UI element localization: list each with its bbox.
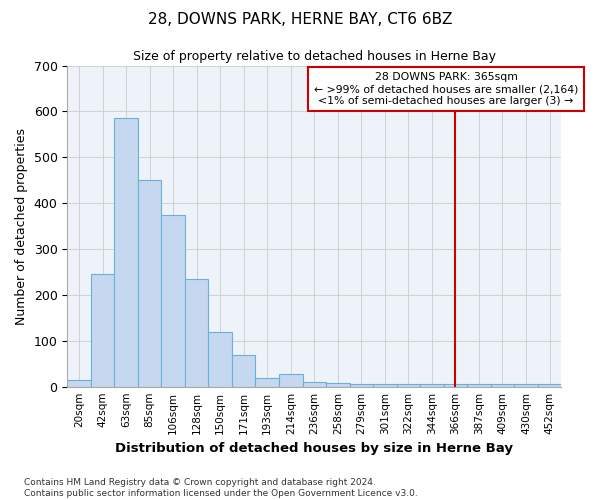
Bar xyxy=(443,384,467,386)
Bar xyxy=(115,118,138,386)
Title: Size of property relative to detached houses in Herne Bay: Size of property relative to detached ho… xyxy=(133,50,496,63)
Bar xyxy=(138,180,161,386)
Bar xyxy=(420,384,443,386)
Bar xyxy=(185,279,208,386)
Bar xyxy=(256,378,279,386)
Bar xyxy=(232,356,256,386)
Bar xyxy=(373,384,397,386)
Y-axis label: Number of detached properties: Number of detached properties xyxy=(15,128,28,324)
Bar xyxy=(491,384,514,386)
Text: 28, DOWNS PARK, HERNE BAY, CT6 6BZ: 28, DOWNS PARK, HERNE BAY, CT6 6BZ xyxy=(148,12,452,28)
Text: 28 DOWNS PARK: 365sqm
← >99% of detached houses are smaller (2,164)
<1% of semi-: 28 DOWNS PARK: 365sqm ← >99% of detached… xyxy=(314,72,578,106)
Bar xyxy=(208,332,232,386)
Bar xyxy=(161,214,185,386)
Bar xyxy=(326,383,350,386)
Bar xyxy=(538,384,562,386)
Bar xyxy=(279,374,302,386)
Bar xyxy=(302,382,326,386)
Text: Contains HM Land Registry data © Crown copyright and database right 2024.
Contai: Contains HM Land Registry data © Crown c… xyxy=(24,478,418,498)
Bar xyxy=(397,384,420,386)
Bar xyxy=(514,384,538,386)
Bar xyxy=(67,380,91,386)
Bar xyxy=(91,274,115,386)
Bar xyxy=(350,384,373,386)
Bar xyxy=(467,384,491,386)
X-axis label: Distribution of detached houses by size in Herne Bay: Distribution of detached houses by size … xyxy=(115,442,513,455)
